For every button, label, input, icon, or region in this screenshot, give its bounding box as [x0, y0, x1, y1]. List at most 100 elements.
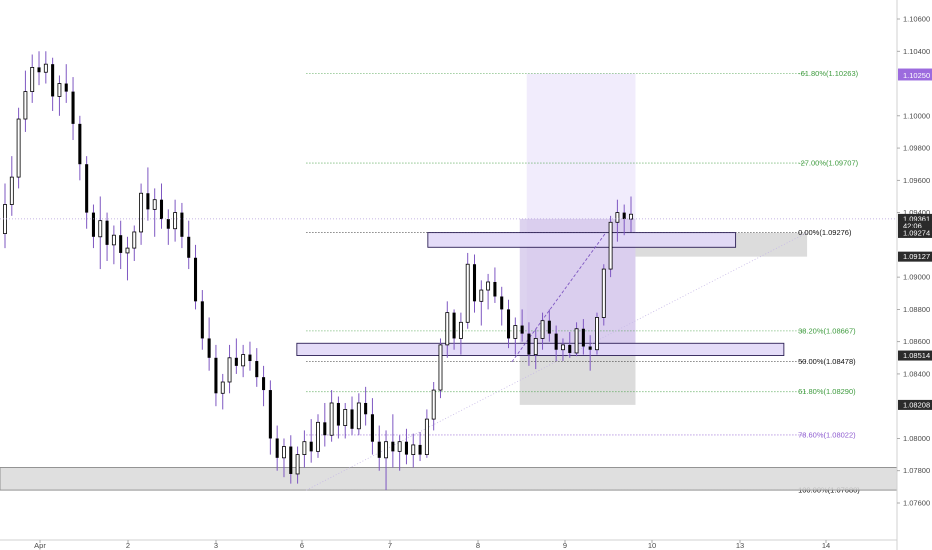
candle-body [581, 328, 585, 347]
candle-body [64, 83, 68, 92]
candle-body [275, 438, 279, 458]
price-badge-label: 1.08514 [903, 351, 930, 360]
candle-body [336, 402, 340, 426]
candle-body [159, 199, 164, 220]
price-badge-label: 1.09274 [903, 228, 930, 237]
x-tick-label: 6 [300, 541, 304, 550]
candle-body [268, 390, 272, 439]
long-position-stop-box[interactable] [519, 355, 636, 405]
candle-body [30, 67, 35, 93]
candle-body [180, 212, 184, 237]
candle-body [187, 236, 191, 258]
x-tick-label: 3 [214, 541, 218, 550]
candle-body [111, 234, 116, 246]
candle-body [51, 64, 55, 97]
price-badges-layer: 1.102621.102501.0936142:061.092741.09127… [898, 68, 932, 410]
candle-body [295, 454, 300, 475]
candle-body [479, 289, 484, 302]
candle-body [629, 213, 633, 220]
candle-body [193, 257, 198, 302]
candle-body [227, 357, 232, 383]
candle-body [255, 361, 259, 378]
candle-body [57, 83, 62, 97]
candle-body [152, 199, 157, 210]
fib-level-label: 0.00%(1.09276) [798, 228, 852, 237]
fib-diagonal-line[interactable] [306, 232, 808, 491]
fib-level-label: -61.80%(1.10263) [798, 69, 859, 78]
price-badge-label: 42:06 [903, 221, 922, 230]
support-zone-bottom[interactable] [0, 467, 898, 491]
candle-body [139, 192, 144, 233]
y-tick-label: 1.09000 [903, 273, 930, 282]
y-tick-label: 1.09400 [903, 208, 930, 217]
x-tick-label: 13 [736, 541, 744, 550]
candle-body [370, 414, 374, 442]
candle-body [588, 346, 592, 350]
y-tick-label: 1.09600 [903, 176, 930, 185]
price-badge [898, 70, 932, 81]
candle-body [486, 281, 491, 291]
candle-body [458, 321, 463, 339]
candle-body [173, 212, 178, 230]
supply-demand-zone-middle[interactable] [296, 342, 785, 356]
candle-body [302, 441, 307, 455]
candle-body [397, 441, 402, 452]
y-tick-label: 1.08400 [903, 369, 930, 378]
candle-body [431, 389, 436, 420]
candle-body [85, 164, 89, 213]
candle-body [472, 264, 477, 302]
candle-body [119, 235, 123, 253]
price-badge [898, 350, 932, 361]
candle-body [146, 193, 150, 210]
candle-body [282, 446, 286, 459]
x-tick-label: 10 [648, 541, 656, 550]
x-tick-label: 2 [126, 541, 130, 550]
candle-body [547, 320, 551, 334]
candle-body [166, 219, 170, 229]
fib-level-label: 78.60%(1.08022) [798, 430, 856, 439]
candle-body [220, 381, 225, 394]
candle-body [37, 67, 41, 73]
candle-body [9, 176, 14, 205]
candle-body [364, 402, 368, 415]
y-tick-label: 1.07600 [903, 499, 930, 508]
candle-body [329, 402, 334, 436]
candle-body [377, 441, 381, 458]
candle-body [125, 247, 130, 254]
candle-body [465, 263, 470, 323]
candle-body [241, 354, 246, 367]
x-tick-label: 14 [822, 541, 830, 550]
candle-body [316, 421, 320, 452]
candle-body [323, 422, 327, 436]
candle-body [568, 344, 572, 353]
fib-level-label: 50.00%(1.08478) [798, 357, 856, 366]
candle-body [622, 212, 626, 220]
y-tick-label: 1.07800 [903, 466, 930, 475]
candle-body [404, 441, 408, 455]
candle-body [411, 444, 416, 456]
y-tick-label: 1.10400 [903, 47, 930, 56]
candle-body [438, 344, 443, 391]
candle-body [248, 354, 252, 362]
candle-body [601, 268, 606, 318]
price-badge-label: 1.09127 [903, 252, 930, 261]
candle-body [23, 91, 28, 120]
candle-body [424, 418, 429, 455]
fib-level-label: -27.00%(1.09707) [798, 159, 859, 168]
x-tick-label: 8 [476, 541, 480, 550]
candle-body [214, 357, 218, 394]
candle-body [289, 446, 293, 474]
supply-demand-zone-upper[interactable] [427, 232, 737, 248]
price-badge [898, 220, 932, 231]
candle-body [608, 221, 613, 270]
candle-body [533, 338, 538, 355]
candle-body [91, 212, 95, 237]
zones-layer [0, 232, 898, 491]
candle-body [350, 409, 354, 429]
candle-body [43, 63, 48, 73]
price-badge [898, 213, 932, 224]
fib-level-label: 61.80%(1.08290) [798, 387, 856, 396]
candle-body [520, 325, 524, 334]
candle-body [561, 344, 565, 351]
